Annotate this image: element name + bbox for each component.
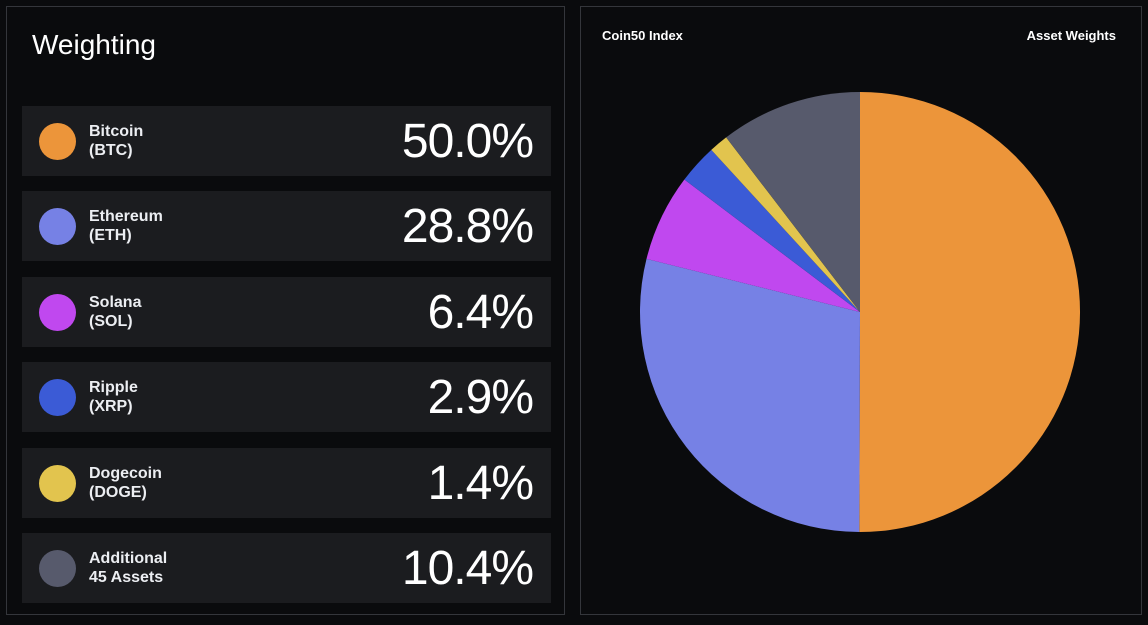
- asset-title: Solana: [89, 294, 142, 311]
- asset-weight: 10.4%: [401, 542, 534, 595]
- asset-title: Ripple: [89, 379, 138, 396]
- asset-weight: 2.9%: [427, 371, 534, 424]
- chart-title: Asset Weights: [1026, 28, 1116, 43]
- asset-name: Ethereum (ETH): [89, 207, 163, 245]
- asset-name: Bitcoin (BTC): [89, 122, 143, 160]
- asset-ticker: (ETH): [89, 227, 132, 244]
- asset-name: Additional 45 Assets: [89, 549, 167, 587]
- weighting-panel: Weighting Bitcoin (BTC) 50.0% Ethereum (ET…: [6, 6, 565, 615]
- pie-slice-additional: [726, 92, 860, 312]
- color-dot: [39, 379, 76, 416]
- asset-ticker: (SOL): [89, 313, 133, 330]
- asset-title: Dogecoin: [89, 465, 162, 482]
- asset-ticker: (BTC): [89, 142, 133, 159]
- asset-title: Bitcoin: [89, 123, 144, 140]
- asset-name: Solana (SOL): [89, 293, 141, 331]
- asset-name: Dogecoin (DOGE): [89, 464, 162, 502]
- color-dot: [39, 123, 76, 160]
- asset-ticker: (XRP): [89, 398, 133, 415]
- color-dot: [39, 465, 76, 502]
- asset-name: Ripple (XRP): [89, 378, 138, 416]
- pie-slice-ethereum: [639, 258, 860, 532]
- pie-slice-dogecoin: [711, 137, 860, 312]
- pie-chart: [639, 92, 1081, 533]
- color-dot: [39, 294, 76, 331]
- asset-row: Additional 45 Assets 10.4%: [22, 533, 551, 603]
- asset-weight: 28.8%: [401, 200, 534, 253]
- color-dot: [39, 550, 76, 587]
- asset-row: Ethereum (ETH) 28.8%: [22, 191, 551, 261]
- panel-title: Weighting: [32, 29, 157, 60]
- asset-ticker: (DOGE): [89, 484, 147, 501]
- asset-row: Ripple (XRP) 2.9%: [22, 362, 551, 432]
- asset-weight: 50.0%: [401, 115, 534, 168]
- pie-slice-bitcoin: [859, 92, 1081, 533]
- asset-weight: 6.4%: [427, 286, 534, 339]
- asset-weight: 1.4%: [427, 457, 534, 510]
- color-dot: [39, 208, 76, 245]
- index-label: Coin50 Index: [602, 28, 683, 43]
- asset-row: Bitcoin (BTC) 50.0%: [22, 106, 551, 176]
- asset-row: Dogecoin (DOGE) 1.4%: [22, 448, 551, 518]
- asset-row: Solana (SOL) 6.4%: [22, 277, 551, 347]
- asset-ticker: 45 Assets: [89, 569, 164, 586]
- pie-chart-panel: Coin50 Index Asset Weights: [580, 6, 1142, 615]
- pie-slice-ripple: [684, 149, 860, 312]
- pie-slice-solana: [646, 179, 860, 312]
- asset-title: Additional: [89, 550, 168, 567]
- asset-title: Ethereum: [89, 208, 163, 225]
